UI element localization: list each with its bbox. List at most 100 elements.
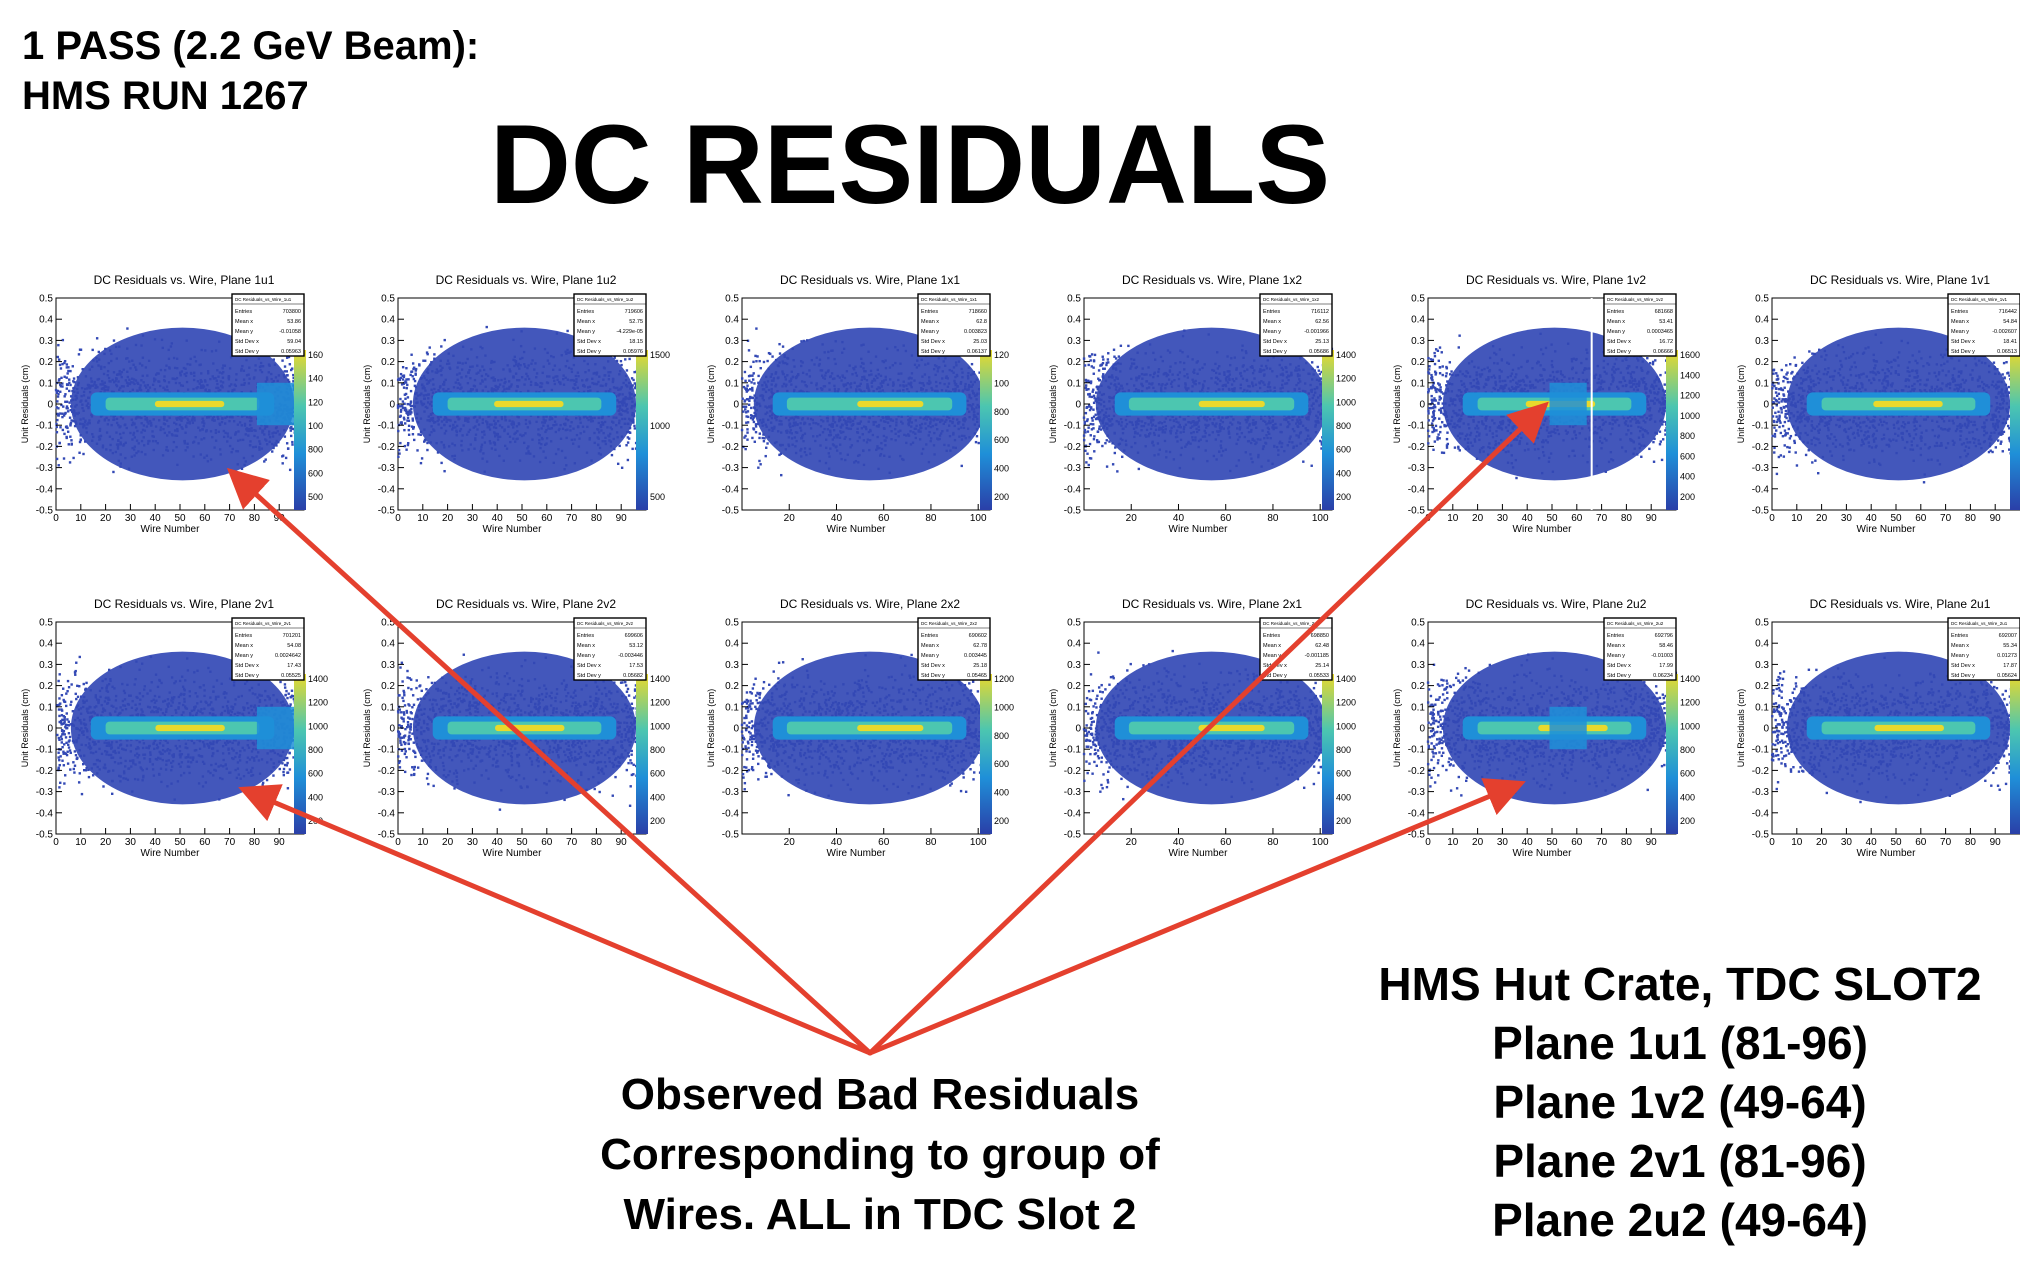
z-tick-label: 1200 <box>308 698 328 708</box>
bad-wire-region <box>256 706 295 750</box>
y-tick-label: -0.3 <box>378 463 396 474</box>
stats-value: 55.34 <box>2003 643 2017 649</box>
stats-key: Entries <box>1951 309 1968 315</box>
x-tick-label: 10 <box>417 837 429 848</box>
z-tick-label: 140 <box>308 374 323 384</box>
residual-heatmap: DC Residuals vs. Wire, Plane 1x2 20 40 60 80… <box>1048 273 1356 535</box>
z-tick-label: 500 <box>650 492 665 502</box>
x-tick-label: 50 <box>174 837 186 848</box>
stats-value: 0.05686 <box>1309 349 1329 355</box>
stats-key: Std Dev y <box>921 349 945 355</box>
y-tick-label: 0 <box>1763 724 1769 735</box>
stats-box <box>1259 617 1333 681</box>
z-tick-label: 600 <box>308 468 323 478</box>
x-tick-label: 80 <box>1267 513 1279 524</box>
residual-plot-panel: DC Residuals vs. Wire, Plane 2v1 0 10 20 30 4… <box>14 592 354 918</box>
z-tick-label: 120 <box>308 397 323 407</box>
y-axis-label: Unit Residuals (cm) <box>1048 689 1058 768</box>
y-tick-label: 0 <box>1763 400 1769 411</box>
x-tick-label: 50 <box>1890 837 1902 848</box>
x-tick-label: 40 <box>831 513 843 524</box>
stats-value: 17.99 <box>1659 663 1673 669</box>
y-tick-label: -0.3 <box>1752 463 1770 474</box>
y-tick-label: 0.3 <box>725 336 739 347</box>
stats-value: 690602 <box>969 633 987 639</box>
y-tick-label: -0.1 <box>722 745 740 756</box>
x-tick-label: 90 <box>616 513 628 524</box>
y-tick-label: 0.5 <box>39 294 53 305</box>
stats-value: 692007 <box>1999 633 2017 639</box>
x-tick-label: 90 <box>1646 513 1658 524</box>
y-tick-label: 0.5 <box>1755 294 1769 305</box>
y-tick-label: -0.1 <box>378 745 396 756</box>
z-tick-label: 1200 <box>1336 698 1356 708</box>
y-tick-label: 0.2 <box>1411 681 1425 692</box>
stats-key: Mean y <box>921 653 939 659</box>
x-tick-label: 10 <box>75 837 87 848</box>
stats-value: 54.84 <box>2003 319 2017 325</box>
stats-header: DC Residuals_vs_Wire_2x1 <box>1263 621 1320 626</box>
y-tick-label: -0.2 <box>1752 766 1770 777</box>
stats-value: 58.46 <box>1659 643 1673 649</box>
y-tick-label: 0 <box>1419 724 1425 735</box>
z-tick-label: 200 <box>308 816 323 826</box>
x-tick-label: 90 <box>1990 513 2002 524</box>
stats-key: Mean x <box>1263 643 1281 649</box>
stats-value: 17.43 <box>287 663 301 669</box>
stats-key: Std Dev x <box>1951 339 1975 345</box>
z-tick-label: 1000 <box>650 421 670 431</box>
crate-note-line: HMS Hut Crate, TDC SLOT2 <box>1378 958 1982 1010</box>
run-pass-label: 1 PASS (2.2 GeV Beam): <box>22 24 480 68</box>
stats-box <box>1603 293 1677 357</box>
y-tick-label: -0.3 <box>36 787 54 798</box>
y-tick-label: -0.3 <box>378 787 396 798</box>
y-tick-label: -0.2 <box>722 442 740 453</box>
y-axis-label: Unit Residuals (cm) <box>1392 365 1402 444</box>
stats-key: Std Dev x <box>1607 339 1631 345</box>
z-tick-label: 400 <box>308 792 323 802</box>
bad-wire-region <box>1549 382 1587 426</box>
x-tick-label: 30 <box>1497 513 1509 524</box>
stats-key: Mean x <box>1607 319 1625 325</box>
x-tick-label: 0 <box>1425 513 1431 524</box>
stats-value: 0.05533 <box>1309 673 1329 679</box>
y-tick-label: -0.2 <box>36 766 54 777</box>
stats-header: DC Residuals_vs_Wire_2u2 <box>1607 621 1664 626</box>
stats-box <box>231 617 305 681</box>
x-tick-label: 20 <box>1126 837 1138 848</box>
x-tick-label: 80 <box>249 837 261 848</box>
x-tick-label: 80 <box>925 513 937 524</box>
stats-key: Mean y <box>1263 329 1281 335</box>
y-tick-label: 0.5 <box>1411 294 1425 305</box>
x-tick-label: 80 <box>1965 513 1977 524</box>
y-tick-label: 0 <box>47 724 53 735</box>
stats-key: Mean x <box>921 319 939 325</box>
y-tick-label: 0.1 <box>725 378 739 389</box>
y-tick-label: -0.1 <box>1064 745 1082 756</box>
x-tick-label: 30 <box>1841 837 1853 848</box>
x-tick-label: 90 <box>1646 837 1658 848</box>
stats-value: 0.01273 <box>1997 653 2017 659</box>
x-tick-label: 0 <box>1425 837 1431 848</box>
y-tick-label: 0.1 <box>1755 702 1769 713</box>
z-tick-label: 200 <box>994 816 1009 826</box>
x-tick-label: 10 <box>1791 837 1803 848</box>
stats-key: Entries <box>921 633 938 639</box>
stats-value: 0.0003465 <box>1647 329 1673 335</box>
z-tick-label: 1200 <box>1680 698 1700 708</box>
stats-key: Mean x <box>235 319 253 325</box>
stats-key: Entries <box>1607 309 1624 315</box>
y-tick-label: 0.1 <box>1411 702 1425 713</box>
z-tick-label: 100 <box>994 378 1009 388</box>
stats-value: 62.78 <box>973 643 987 649</box>
z-tick-label: 1400 <box>650 674 670 684</box>
x-tick-label: 40 <box>1522 513 1534 524</box>
x-tick-label: 0 <box>395 837 401 848</box>
y-tick-label: -0.1 <box>1408 421 1426 432</box>
x-axis-label: Wire Number <box>1169 848 1229 859</box>
residual-heatmap: DC Residuals vs. Wire, Plane 1v1 0 10 20 30 4… <box>1736 273 2020 535</box>
stats-value: 0.003445 <box>964 653 987 659</box>
stats-key: Mean y <box>1607 329 1625 335</box>
plot-title: DC Residuals vs. Wire, Plane 2v1 <box>94 597 274 611</box>
z-tick-label: 1000 <box>308 721 328 731</box>
